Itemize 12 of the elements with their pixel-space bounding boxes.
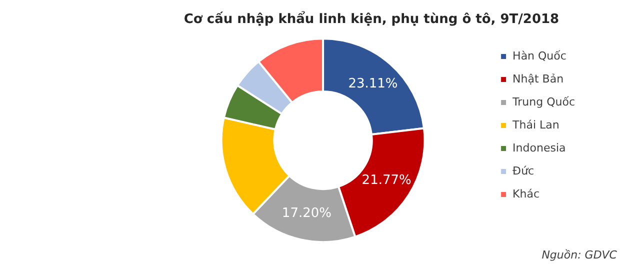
legend-label: Thái Lan bbox=[512, 118, 560, 132]
text: Nguồn: GDVC bbox=[542, 248, 618, 262]
data-label: 23.11% bbox=[348, 76, 398, 92]
data-label: 21.77% bbox=[362, 172, 412, 188]
legend-label: Hàn Quốc bbox=[512, 49, 566, 62]
legend-label: Trung Quốc bbox=[512, 95, 576, 108]
data-label: 17.20% bbox=[282, 206, 332, 222]
legend-label: Nhật Bản bbox=[512, 72, 564, 86]
legend-label: Khác bbox=[512, 187, 540, 200]
legend-label: Đức bbox=[512, 164, 534, 178]
legend-label: Indonesia bbox=[512, 141, 566, 154]
chart-title: Cơ cấu nhập khẩu linh kiện, phụ tùng ô tô, 9T/2018 bbox=[184, 11, 560, 28]
